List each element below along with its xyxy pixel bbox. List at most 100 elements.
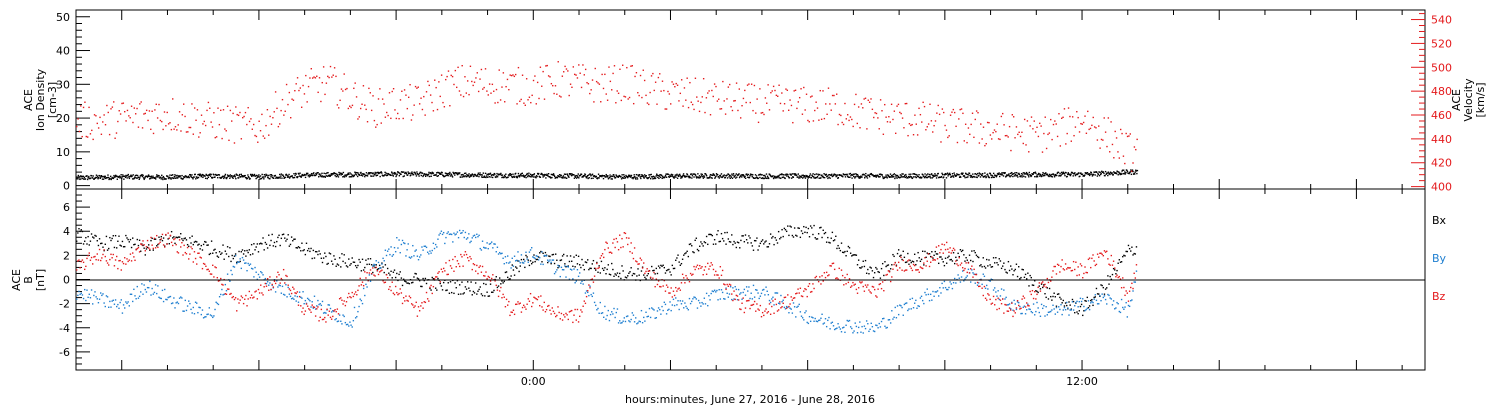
velocity-series-point (103, 114, 104, 115)
by-series-point (521, 254, 522, 255)
by-series-point (610, 314, 611, 315)
velocity-series-point (763, 114, 764, 115)
bx-series-point (1018, 266, 1019, 267)
velocity-series-point (427, 81, 428, 82)
velocity-series-point (142, 127, 143, 128)
by-series-point (744, 289, 745, 290)
velocity-series-point (627, 98, 628, 99)
velocity-series-point (212, 126, 213, 127)
bz-series-point (202, 268, 203, 269)
velocity-series-point (555, 85, 556, 86)
by-series-point (929, 300, 930, 301)
velocity-series-point (759, 88, 760, 89)
bz-series-point (162, 234, 163, 235)
density-series-point (853, 176, 854, 177)
bz-series-point (257, 298, 258, 299)
bx-series-point (780, 237, 781, 238)
bx-series-point (173, 236, 174, 237)
by-series-point (757, 292, 758, 293)
velocity-series-point (765, 97, 766, 98)
velocity-series-point (1056, 123, 1057, 124)
by-series-point (1105, 299, 1106, 300)
bx-series-point (523, 259, 524, 260)
velocity-series-point (234, 142, 235, 143)
velocity-series-point (76, 126, 77, 127)
bx-series-point (352, 257, 353, 258)
by-series-point (1101, 293, 1102, 294)
bx-series-point (354, 262, 355, 263)
bx-series-point (1108, 283, 1109, 284)
bx-series-point (138, 245, 139, 246)
velocity-series-point (518, 67, 519, 68)
density-series-point (1131, 174, 1132, 175)
by-series-point (486, 242, 487, 243)
velocity-series-point (907, 135, 908, 136)
density-series-point (1022, 174, 1023, 175)
by-series-point (937, 290, 938, 291)
velocity-series-point (430, 94, 431, 95)
by-series-point (713, 291, 714, 292)
by-series-point (226, 290, 227, 291)
bz-series-point (253, 296, 254, 297)
bx-series-point (458, 294, 459, 295)
velocity-series-point (481, 69, 482, 70)
by-series-point (94, 291, 95, 292)
by-series-point (537, 256, 538, 257)
by-series-point (558, 266, 559, 267)
by-series-point (1081, 301, 1082, 302)
velocity-series-point (892, 119, 893, 120)
velocity-series-point (271, 124, 272, 125)
velocity-series-point (680, 93, 681, 94)
density-series-point (1132, 171, 1133, 172)
density-series-point (535, 177, 536, 178)
by-series-point (1093, 299, 1094, 300)
bz-series-point (211, 273, 212, 274)
bx-series-point (807, 232, 808, 233)
by-series-point (1000, 295, 1001, 296)
bx-series-point (771, 237, 772, 238)
velocity-series-point (260, 130, 261, 131)
density-series-point (1070, 175, 1071, 176)
bz-series-point (149, 249, 150, 250)
velocity-series-point (617, 90, 618, 91)
velocity-series (76, 61, 1138, 172)
by-series-point (893, 317, 894, 318)
density-series-point (677, 178, 678, 179)
velocity-series-point (1076, 111, 1077, 112)
by-series-point (670, 310, 671, 311)
density-series-point (1028, 175, 1029, 176)
density-series-point (387, 175, 388, 176)
density-series-point (941, 176, 942, 177)
velocity-series-point (551, 83, 552, 84)
top-right-tick-label: 460 (1431, 109, 1452, 122)
bx-series-point (757, 249, 758, 250)
by-series-point (1026, 309, 1027, 310)
bx-series-point (336, 266, 337, 267)
by-series-point (852, 332, 853, 333)
by-series-point (517, 251, 518, 252)
density-series-point (395, 176, 396, 177)
density-series-point (676, 174, 677, 175)
density-series-point (400, 174, 401, 175)
velocity-series-point (983, 127, 984, 128)
bx-series-point (188, 246, 189, 247)
bx-series-point (78, 228, 79, 229)
by-series-point (392, 255, 393, 256)
bx-series-point (220, 254, 221, 255)
bx-series-point (130, 239, 131, 240)
density-series-point (292, 175, 293, 176)
by-series-point (913, 307, 914, 308)
density-series-point (706, 175, 707, 176)
density-series-point (392, 172, 393, 173)
bx-series-point (1012, 274, 1013, 275)
density-series-point (916, 177, 917, 178)
by-series-point (443, 232, 444, 233)
bx-series-point (1066, 305, 1067, 306)
density-series-point (525, 177, 526, 178)
bz-series-point (155, 247, 156, 248)
velocity-series-point (940, 141, 941, 142)
bx-series-point (627, 275, 628, 276)
density-series-point (596, 176, 597, 177)
by-series-point (132, 301, 133, 302)
density-series-point (477, 174, 478, 175)
